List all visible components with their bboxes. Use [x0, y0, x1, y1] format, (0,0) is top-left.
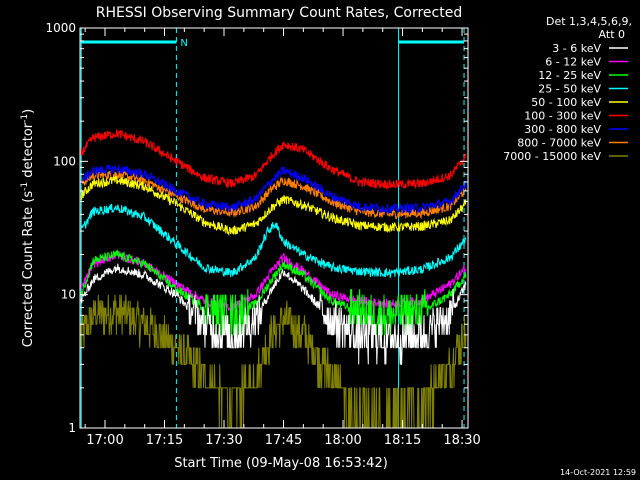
series-line: [80, 129, 467, 190]
data-marks: [80, 129, 467, 429]
flag-label: N: [180, 38, 187, 49]
legend-entry-label: 25 - 50 keV: [538, 83, 601, 96]
series-line: [80, 169, 467, 220]
x-tick-label: 17:45: [265, 433, 302, 448]
series-line: [80, 175, 467, 236]
x-tick-label: 18:00: [324, 433, 361, 448]
x-tick-label: 17:30: [205, 433, 242, 448]
x-tick-label: 18:30: [443, 433, 480, 448]
series-line: [80, 263, 467, 365]
legend-entry-label: 3 - 6 keV: [552, 42, 601, 55]
legend-entry-label: 50 - 100 keV: [531, 96, 601, 109]
y-axis-label: Corrected Count Rate (s-1 detector-1): [20, 109, 36, 347]
legend-header-1: Det 1,3,4,5,6,9,: [546, 15, 632, 28]
series-line: [80, 294, 467, 429]
legend-entry-label: 6 - 12 keV: [545, 56, 601, 69]
legend-entry-label: 7000 - 15000 keV: [503, 150, 601, 163]
x-axis: 17:00 17:15 17:30 17:45 18:00 18:15 18:30: [84, 28, 481, 448]
chart-title: RHESSI Observing Summary Count Rates, Co…: [96, 5, 462, 21]
x-tick-label: 17:00: [86, 433, 123, 448]
legend-entry-label: 100 - 300 keV: [524, 110, 601, 123]
x-tick-label: 18:15: [384, 433, 421, 448]
x-axis-label: Start Time (09-May-08 16:53:42): [174, 456, 388, 471]
legend-header-2: Att 0: [599, 28, 625, 41]
footer-timestamp: 14-Oct-2021 12:59: [560, 468, 636, 477]
plot-frame: [79, 27, 469, 429]
legend-entry-label: 800 - 7000 keV: [517, 137, 601, 150]
legend-entry-label: 12 - 25 keV: [538, 69, 601, 82]
series-line: [80, 248, 467, 336]
plot-area: N: [80, 28, 465, 428]
y-tick-label: 10: [61, 288, 76, 302]
series-line: [80, 203, 467, 279]
y-tick-label: 1000: [45, 21, 76, 35]
y-tick-label: 100: [53, 154, 76, 168]
legend-entry-label: 300 - 800 keV: [524, 123, 601, 136]
y-axis: 1 10 100 1000: [45, 21, 468, 435]
y-tick-label: 1: [68, 421, 76, 435]
x-tick-label: 17:15: [146, 433, 183, 448]
series-line: [80, 164, 467, 215]
